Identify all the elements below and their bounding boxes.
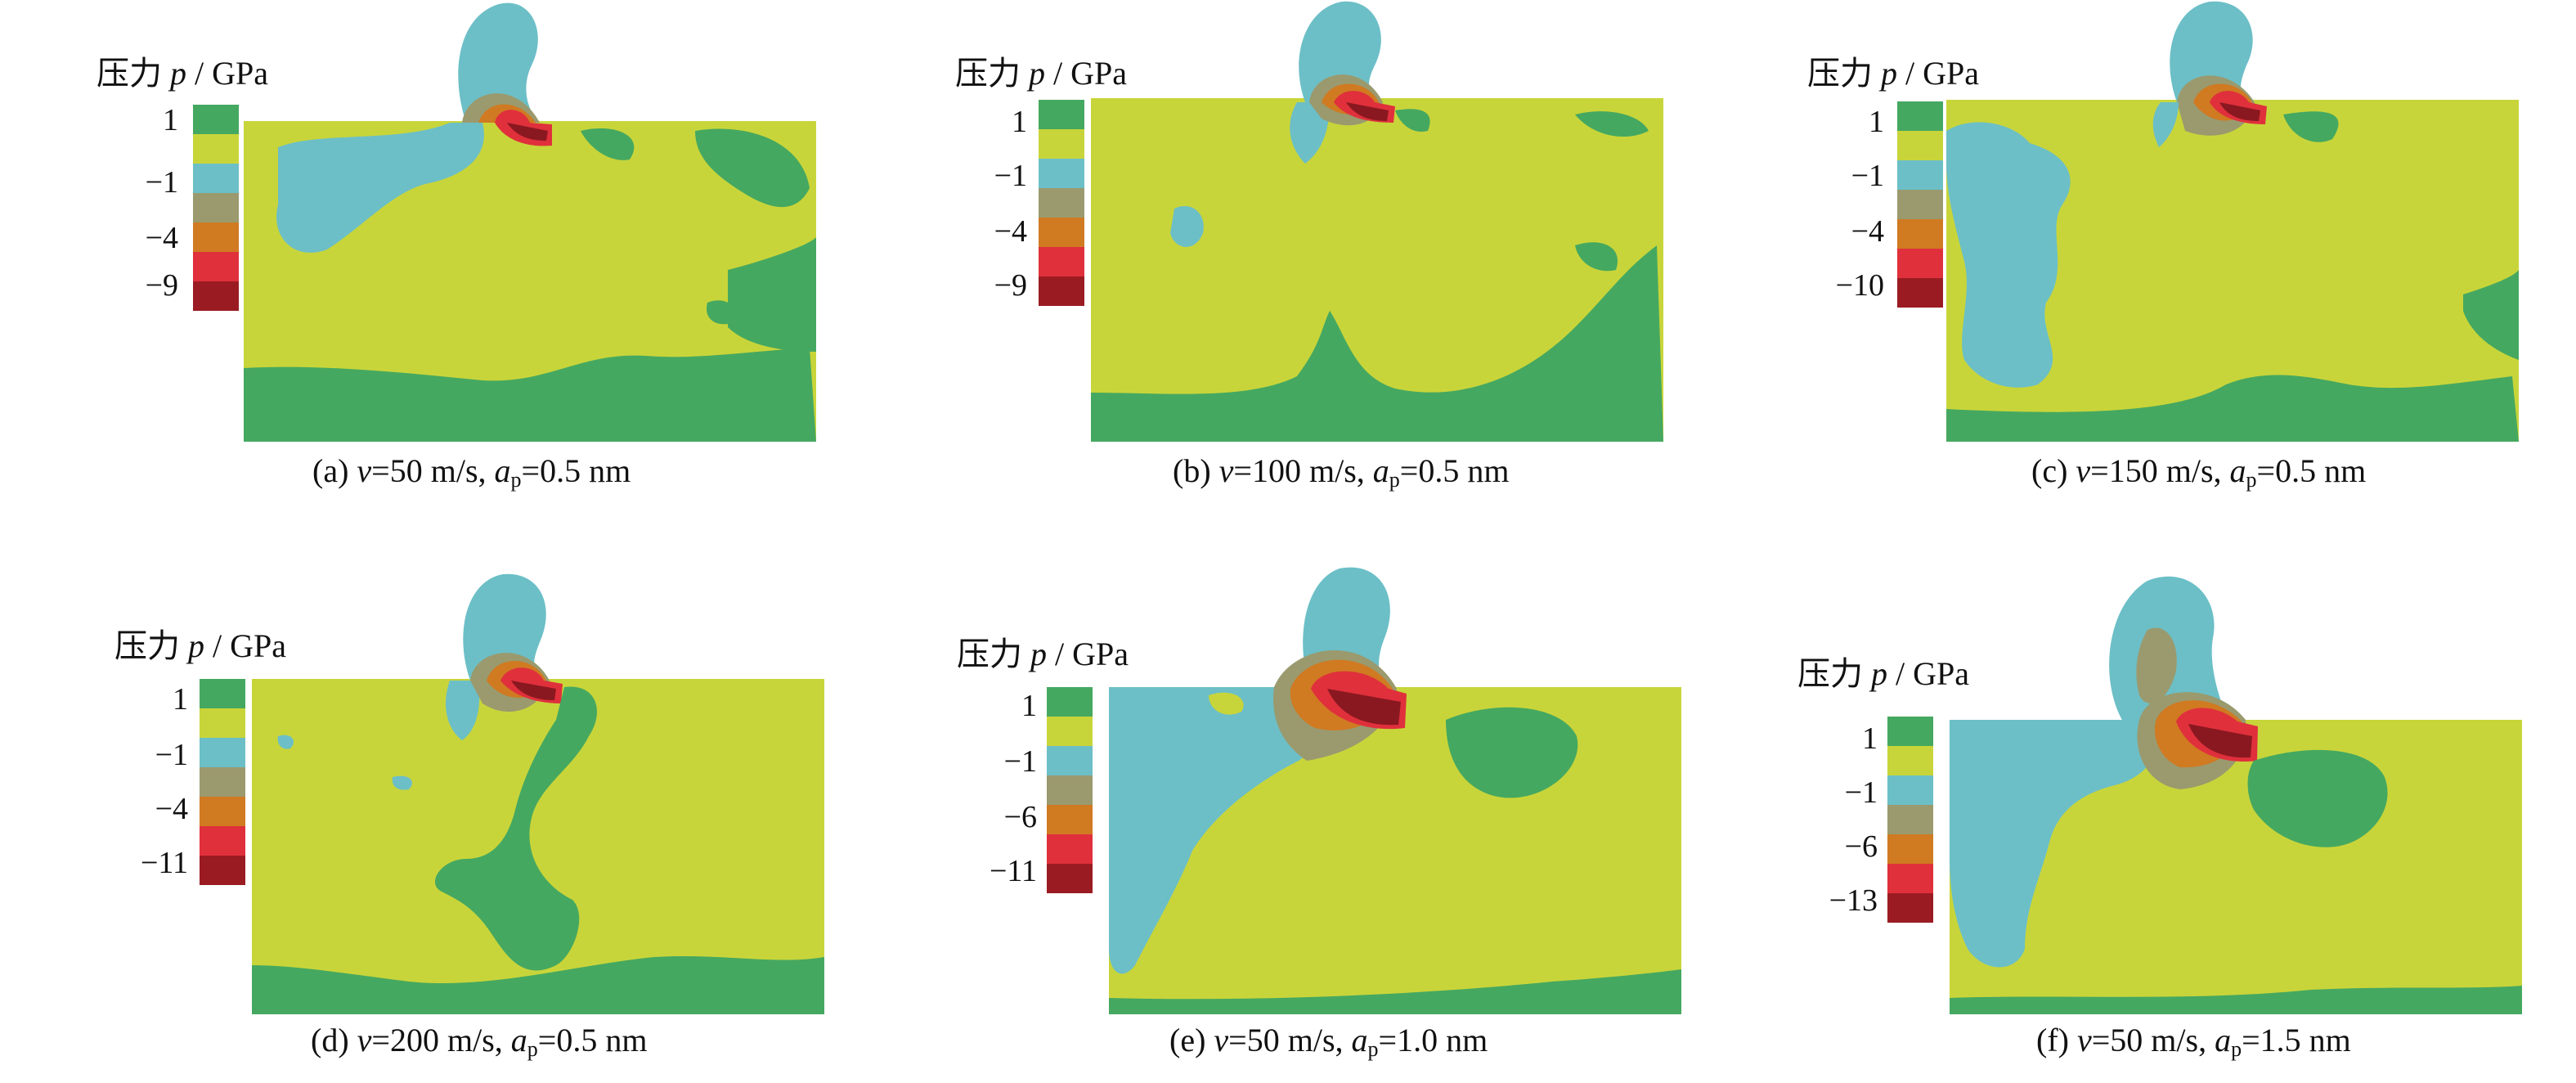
- legend-swatch: [1047, 746, 1093, 775]
- legend-tick: −11: [989, 854, 1037, 888]
- legend-tick: −1: [1003, 744, 1037, 779]
- panel-caption: (a) v=50 m/s, ap=0.5 nm: [312, 452, 631, 492]
- legend-tick: 1: [1869, 105, 1884, 139]
- legend-swatch: [1897, 101, 1943, 131]
- legend-title: 压力 p / GPa: [96, 55, 268, 92]
- legend-color-bar: [193, 105, 239, 311]
- legend-swatch: [200, 708, 245, 738]
- panel-f: 压力 p / GPa 1 −1 −6 −13 (f) v=50 m/s, ap=…: [1717, 556, 2535, 1080]
- legend-swatch: [1887, 717, 1933, 746]
- legend-tick: −4: [155, 792, 188, 826]
- legend-swatch: [193, 193, 239, 222]
- legend-swatch: [200, 679, 245, 708]
- panel-caption: (c) v=150 m/s, ap=0.5 nm: [2031, 452, 2367, 492]
- workpiece-pressure-map: [252, 573, 824, 1014]
- panel-e: 压力 p / GPa 1 −1 −6 −11 (e) v=50 m/s, ap=…: [859, 556, 1681, 1080]
- workpiece-pressure-map: [244, 2, 816, 442]
- legend-tick: −11: [140, 846, 188, 880]
- legend-swatch: [1039, 129, 1084, 159]
- legend-title: 压力 p / GPa: [114, 627, 286, 664]
- legend-tick: −1: [145, 165, 178, 200]
- legend-tick: 1: [1862, 721, 1878, 756]
- legend-tick: −4: [994, 214, 1027, 249]
- legend-title: 压力 p / GPa: [1797, 655, 1969, 692]
- legend-tick: 1: [1021, 689, 1037, 723]
- legend-swatch: [1897, 160, 1943, 190]
- workpiece-pressure-map: [1091, 1, 1663, 442]
- legend-swatch: [1887, 805, 1933, 834]
- legend-swatch: [1039, 218, 1084, 247]
- legend-swatch: [1047, 864, 1093, 893]
- legend-swatch: [1039, 247, 1084, 276]
- legend-swatch: [1039, 159, 1084, 188]
- legend-tick: −1: [1851, 159, 1884, 193]
- legend-swatch: [1047, 775, 1093, 805]
- panel-caption: (b) v=100 m/s, ap=0.5 nm: [1173, 452, 1510, 492]
- legend-tick: −6: [1003, 800, 1037, 834]
- legend-swatch: [200, 826, 245, 856]
- legend-swatch: [193, 252, 239, 281]
- legend-tick: −4: [145, 221, 178, 255]
- legend-tick: −6: [1844, 829, 1878, 864]
- legend-swatch: [1897, 190, 1943, 219]
- legend-swatch: [1047, 717, 1093, 746]
- legend-color-bar: [1039, 100, 1084, 306]
- legend-title: 压力 p / GPa: [1807, 55, 1979, 92]
- legend-swatch: [1897, 131, 1943, 160]
- workpiece-pressure-map: [1109, 567, 1681, 1014]
- legend-swatch: [193, 105, 239, 134]
- legend-tick: −1: [1844, 775, 1878, 810]
- legend-swatch: [200, 738, 245, 767]
- legend-swatch: [1039, 100, 1084, 129]
- legend-swatch: [200, 767, 245, 797]
- legend-title: 压力 p / GPa: [955, 55, 1127, 92]
- legend-tick: −1: [994, 159, 1027, 193]
- legend-tick: 1: [173, 682, 188, 717]
- panel-b: 压力 p / GPa 1 −1 −4 −9 (b) v=100 m/s, ap=…: [859, 0, 1676, 524]
- legend-tick: −9: [145, 268, 178, 303]
- legend-swatch: [193, 134, 239, 164]
- legend-tick: −4: [1851, 214, 1884, 249]
- legend-tick: −1: [155, 738, 188, 772]
- legend-swatch: [1887, 746, 1933, 775]
- legend-swatch: [1887, 893, 1933, 923]
- legend-swatch: [1897, 249, 1943, 278]
- legend-swatch: [1897, 219, 1943, 249]
- panel-d: 压力 p / GPa 1 −1 −4 −11 (d) v=200 m/s, ap…: [0, 556, 824, 1080]
- panel-caption: (f) v=50 m/s, ap=1.5 nm: [2036, 1022, 2351, 1061]
- legend-swatch: [193, 164, 239, 193]
- legend-swatch: [1887, 834, 1933, 864]
- panel-caption: (d) v=200 m/s, ap=0.5 nm: [311, 1022, 648, 1061]
- legend-color-bar: [200, 679, 245, 885]
- panel-c: 压力 p / GPa 1 −1 −4 −10 (c) v=150 m/s, ap…: [1717, 0, 2535, 524]
- legend-title: 压力 p / GPa: [957, 636, 1129, 672]
- legend-tick: 1: [163, 103, 178, 137]
- legend-swatch: [1047, 834, 1093, 864]
- legend-swatch: [1039, 188, 1084, 218]
- workpiece-pressure-map: [1946, 1, 2519, 442]
- legend-swatch: [1887, 864, 1933, 893]
- legend-tick: 1: [1012, 105, 1027, 139]
- legend-color-bar: [1897, 101, 1943, 308]
- legend-swatch: [200, 856, 245, 885]
- legend-tick: −10: [1835, 268, 1884, 303]
- panel-a: 压力 p / GPa 1 −1 −4 −9 (a) v=50 m/s, ap=0…: [0, 0, 818, 524]
- legend-swatch: [193, 222, 239, 252]
- legend-tick: −13: [1829, 883, 1878, 918]
- legend-swatch: [1897, 278, 1943, 308]
- legend-color-bar: [1047, 687, 1093, 893]
- legend-swatch: [1047, 687, 1093, 717]
- workpiece-pressure-map: [1950, 576, 2522, 1014]
- legend-swatch: [193, 281, 239, 311]
- legend-swatch: [1047, 805, 1093, 834]
- legend-swatch: [1887, 775, 1933, 805]
- legend-tick: −9: [994, 268, 1027, 303]
- legend-swatch: [200, 797, 245, 826]
- panel-caption: (e) v=50 m/s, ap=1.0 nm: [1169, 1022, 1488, 1061]
- legend-swatch: [1039, 276, 1084, 306]
- legend-color-bar: [1887, 717, 1933, 923]
